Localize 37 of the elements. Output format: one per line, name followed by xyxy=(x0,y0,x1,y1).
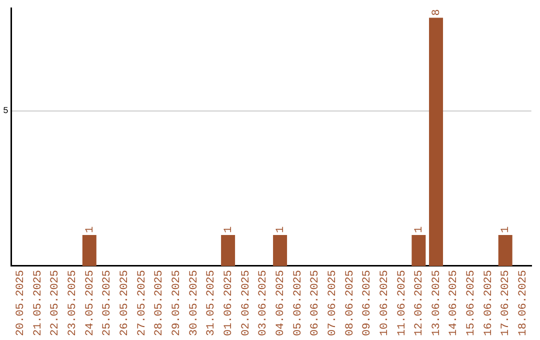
data-label: 1 xyxy=(222,226,235,233)
x-tick-label: 30.05.2025 xyxy=(188,270,200,336)
x-tick-label: 28.05.2025 xyxy=(154,270,166,336)
x-tick-label: 01.06.2025 xyxy=(222,270,235,336)
x-tick-label: 17.06.2025 xyxy=(500,270,512,336)
x-tick-label: 16.06.2025 xyxy=(482,270,495,336)
data-label: 1 xyxy=(500,226,512,233)
x-tick-label: 08.06.2025 xyxy=(344,270,356,336)
x-tick-label: 13.06.2025 xyxy=(430,270,443,336)
x-tick-label: 18.06.2025 xyxy=(518,270,530,336)
x-tick-label: 11.06.2025 xyxy=(396,270,408,336)
x-tick-label: 14.06.2025 xyxy=(448,270,460,336)
x-tick-label: 25.05.2025 xyxy=(102,270,114,336)
data-label: 1 xyxy=(274,226,287,233)
data-label: 1 xyxy=(84,226,96,233)
x-tick-label: 09.06.2025 xyxy=(362,270,374,336)
x-tick-label: 22.05.2025 xyxy=(50,270,62,336)
data-label: 8 xyxy=(430,9,443,16)
x-tick-label: 15.06.2025 xyxy=(466,270,478,336)
x-tick-label: 07.06.2025 xyxy=(326,270,339,336)
x-tick-label: 06.06.2025 xyxy=(310,270,322,336)
x-tick-label: 04.06.2025 xyxy=(274,270,287,336)
x-tick-label: 29.05.2025 xyxy=(170,270,183,336)
x-tick-label: 26.05.2025 xyxy=(118,270,131,336)
x-tick-label: 05.06.2025 xyxy=(292,270,304,336)
x-tick-label: 20.05.2025 xyxy=(14,270,27,336)
x-tick-label: 03.06.2025 xyxy=(258,270,270,336)
x-tick-label: 27.05.2025 xyxy=(136,270,148,336)
x-tick-label: 12.06.2025 xyxy=(414,270,426,336)
x-tick-label: 02.06.2025 xyxy=(240,270,252,336)
x-tick-label: 21.05.2025 xyxy=(32,270,44,336)
x-tick-label: 24.05.2025 xyxy=(84,270,96,336)
data-label: 1 xyxy=(414,226,426,233)
x-tick-label: 10.06.2025 xyxy=(378,270,391,336)
x-tick-label: 31.05.2025 xyxy=(206,270,218,336)
y-tick-label: 5 xyxy=(2,106,8,116)
x-tick-label: 23.05.2025 xyxy=(66,270,79,336)
